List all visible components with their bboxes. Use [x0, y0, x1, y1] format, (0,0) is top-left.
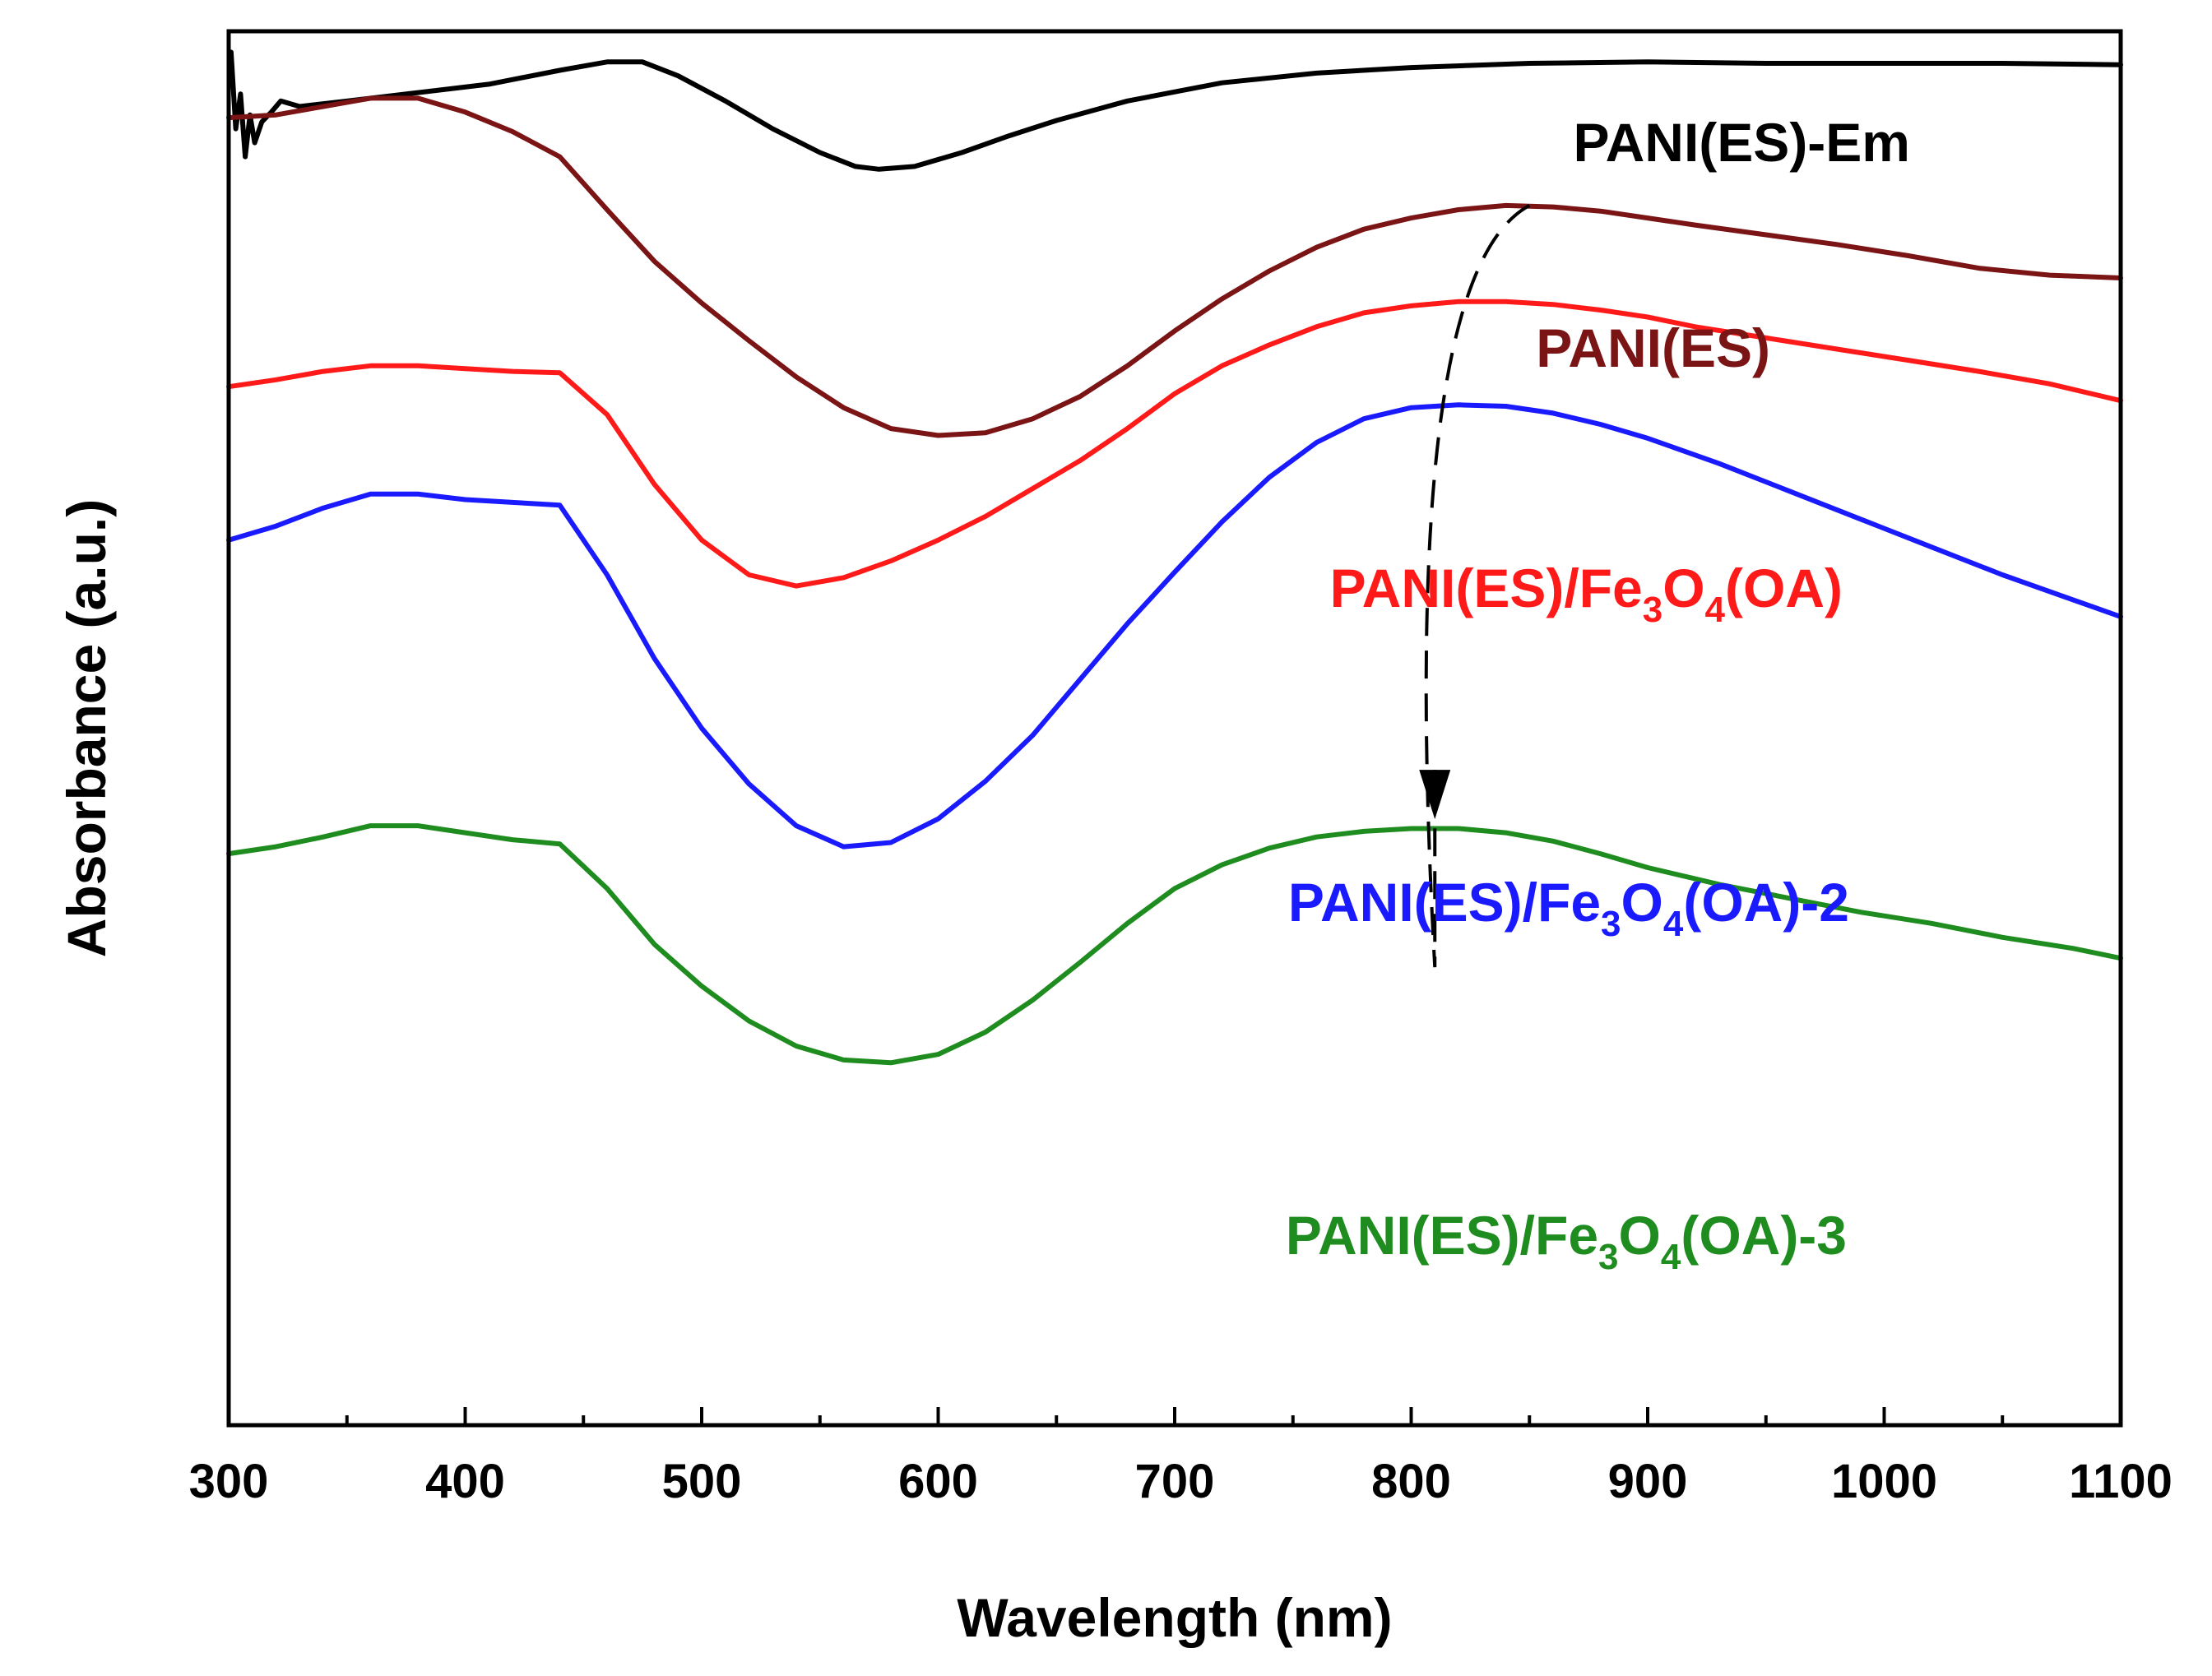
- series-line-5: [226, 823, 2123, 1066]
- x-tick-label-700: 700: [1135, 1455, 1215, 1508]
- x-tick-label-400: 400: [425, 1455, 505, 1508]
- x-tick-label-800: 800: [1371, 1455, 1451, 1508]
- series-label-5: PANI(ES)/Fe3O4(OA)-3: [1286, 1205, 1847, 1277]
- x-tick-label-600: 600: [898, 1455, 978, 1508]
- series-line-3: [226, 299, 2123, 589]
- series-line-1: [228, 49, 2123, 172]
- series-label-1: PANI(ES)-Em: [1574, 112, 1910, 173]
- x-tick-label-1000: 1000: [1831, 1455, 1937, 1508]
- x-ticks: 300 400 500 600 700 800 900 1000 1100: [189, 1407, 2173, 1508]
- x-tick-label-500: 500: [662, 1455, 742, 1508]
- x-tick-label-1100: 1100: [2069, 1455, 2173, 1508]
- series-label-4: PANI(ES)/Fe3O4(OA)-2: [1288, 872, 1849, 944]
- series-label-2: PANI(ES): [1536, 317, 1770, 378]
- series-line-2: [226, 95, 2123, 438]
- x-tick-label-900: 900: [1608, 1455, 1688, 1508]
- x-tick-label-300: 300: [189, 1455, 269, 1508]
- series-labels: PANI(ES)-Em PANI(ES) PANI(ES)/Fe3O4(OA) PAN…: [1286, 112, 1910, 1277]
- series-label-3: PANI(ES)/Fe3O4(OA): [1330, 558, 1843, 630]
- trend-arrow-shaft: [1424, 204, 1531, 968]
- trend-arrow-head: [1419, 770, 1451, 820]
- x-axis-title: Wavelength (nm): [957, 1587, 1392, 1648]
- annotation-layer: [1419, 204, 1531, 968]
- y-axis-title: Absorbance (a.u.): [56, 499, 117, 957]
- series-line-4: [226, 402, 2123, 850]
- series-layer: [226, 49, 2123, 1066]
